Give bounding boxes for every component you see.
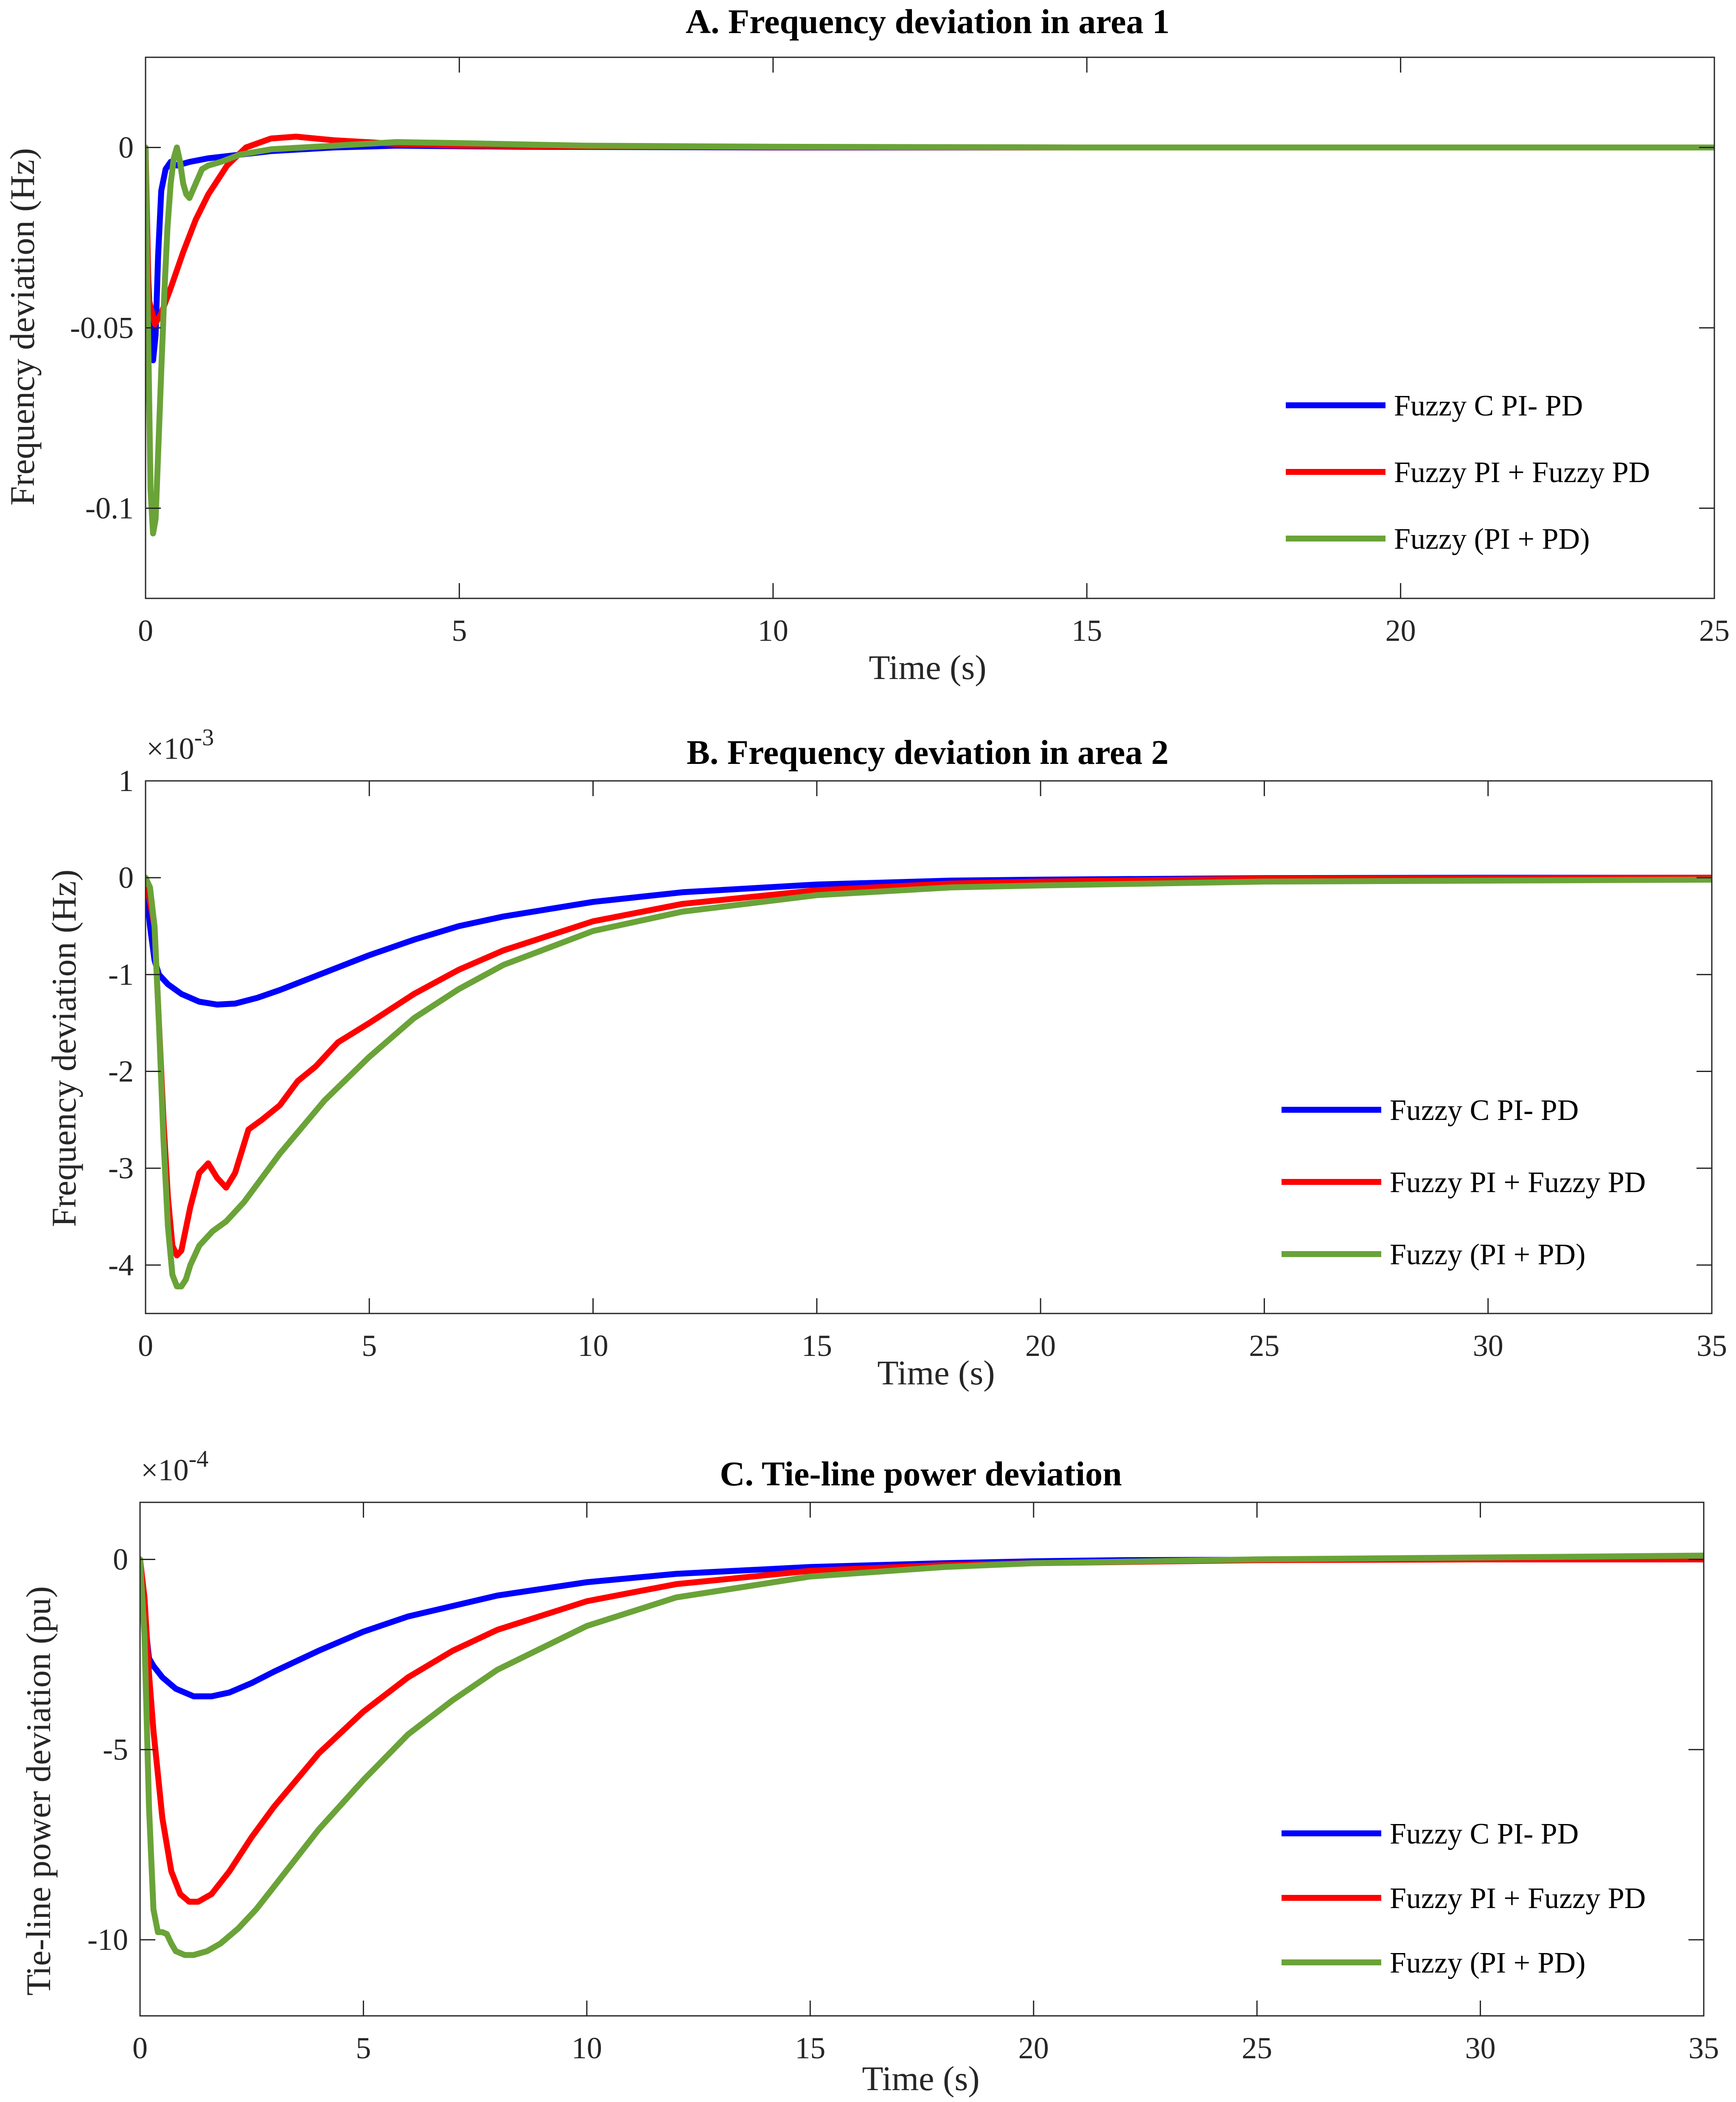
panel-c-ylabel: Tie-line power deviation (pu)	[19, 1586, 58, 1996]
panel-b-ytick-label: 1	[118, 764, 134, 798]
panel-c-legend-label-3: Fuzzy (PI + PD)	[1390, 1947, 1585, 1979]
panel-b-series-3-line	[146, 875, 1712, 1290]
panel-b-xtick-label: 5	[362, 1329, 377, 1363]
panel-c-axes-box	[139, 1501, 1705, 2017]
panel-b-legend-label-1: Fuzzy C PI- PD	[1390, 1094, 1579, 1127]
panel-b-legend-label-2: Fuzzy PI + Fuzzy PD	[1390, 1166, 1646, 1199]
panel-a-series-2-line	[146, 134, 1714, 327]
panel-b-xtick-label: 35	[1697, 1329, 1727, 1363]
panel-c: C. Tie-line power deviation Time (s) Tie…	[19, 1446, 1719, 2098]
panel-c-exponent-label: ×10-4	[141, 1446, 208, 1487]
panel-b-xtick-label: 20	[1025, 1329, 1056, 1363]
panel-a-series-3-line	[146, 139, 1714, 536]
panel-c-series-3-line	[140, 1552, 1704, 1958]
panel-c-xtick-label: 15	[795, 2031, 825, 2065]
panel-b-xtick-label: 10	[578, 1329, 609, 1363]
panel-b-xtick-label: 25	[1249, 1329, 1279, 1363]
panel-a-title: A. Frequency deviation in area 1	[686, 2, 1169, 41]
panel-a-xtick-label: 10	[758, 614, 788, 648]
panel-c-series-2-line	[140, 1556, 1704, 1905]
panel-c-ytick-label: 0	[113, 1542, 128, 1576]
panel-b-ytick-label: 0	[118, 861, 134, 895]
panel-c-xtick-label: 5	[356, 2031, 371, 2065]
panel-a-ytick-label: 0	[118, 131, 134, 165]
panel-c-xlabel: Time (s)	[862, 2059, 979, 2098]
panel-b-xtick-label: 15	[802, 1329, 832, 1363]
panel-c-xtick-label: 20	[1018, 2031, 1049, 2065]
panel-a-ytick-label: -0.1	[85, 491, 134, 525]
panel-c-series-1-line	[140, 1556, 1704, 1700]
panel-c-title: C. Tie-line power deviation	[720, 1454, 1122, 1493]
panel-b-xlabel: Time (s)	[877, 1353, 995, 1392]
panel-a-xtick-label: 25	[1699, 614, 1730, 648]
panel-c-xtick-label: 35	[1688, 2031, 1719, 2065]
panel-a-series-1-line	[146, 143, 1714, 363]
panel-a-legend-label-2: Fuzzy PI + Fuzzy PD	[1394, 456, 1650, 489]
panel-a-xtick-label: 5	[452, 614, 467, 648]
panel-c-xtick-label: 0	[132, 2031, 148, 2065]
panel-a-axes-box	[145, 56, 1715, 599]
panel-b-ytick-label: -2	[108, 1055, 134, 1089]
panel-a: A. Frequency deviation in area 1 Time (s…	[3, 2, 1730, 687]
panel-c-xtick-label: 30	[1465, 2031, 1496, 2065]
panel-b-xtick-label: 0	[138, 1329, 153, 1363]
panel-c-ytick-label: -5	[103, 1733, 128, 1767]
panel-a-xlabel: Time (s)	[869, 648, 986, 687]
panel-c-xtick-label: 10	[572, 2031, 602, 2065]
panel-b-axes-box	[145, 780, 1713, 1314]
panel-a-xtick-label: 0	[138, 614, 153, 648]
panel-a-xtick-label: 20	[1385, 614, 1416, 648]
panel-a-legend-label-1: Fuzzy C PI- PD	[1394, 390, 1583, 422]
panel-b-exponent-label: ×10-3	[146, 724, 214, 766]
panel-b-ytick-label: -3	[108, 1151, 134, 1185]
panel-b-legend-label-3: Fuzzy (PI + PD)	[1390, 1238, 1585, 1271]
panel-b-series-2-line	[146, 875, 1712, 1259]
panel-c-ytick-label: -10	[87, 1923, 128, 1957]
panel-c-legend-label-2: Fuzzy PI + Fuzzy PD	[1390, 1882, 1646, 1915]
panel-a-xtick-label: 15	[1071, 614, 1102, 648]
panel-c-xtick-label: 25	[1242, 2031, 1272, 2065]
panel-b-title: B. Frequency deviation in area 2	[687, 733, 1169, 772]
panel-a-legend-label-3: Fuzzy (PI + PD)	[1394, 523, 1590, 556]
panel-b-ytick-label: -1	[108, 957, 134, 991]
panel-c-legend-label-1: Fuzzy C PI- PD	[1390, 1818, 1579, 1850]
panel-a-ylabel: Frequency deviation (Hz)	[3, 148, 42, 505]
panel-b-series-1-line	[146, 875, 1712, 1008]
panel-b-ylabel: Frequency deviation (Hz)	[45, 870, 83, 1227]
panel-b-ytick-label: -4	[108, 1248, 134, 1282]
panel-b: B. Frequency deviation in area 2 Time (s…	[45, 724, 1727, 1392]
panel-a-ytick-label: -0.05	[70, 311, 134, 345]
panel-b-xtick-label: 30	[1473, 1329, 1503, 1363]
